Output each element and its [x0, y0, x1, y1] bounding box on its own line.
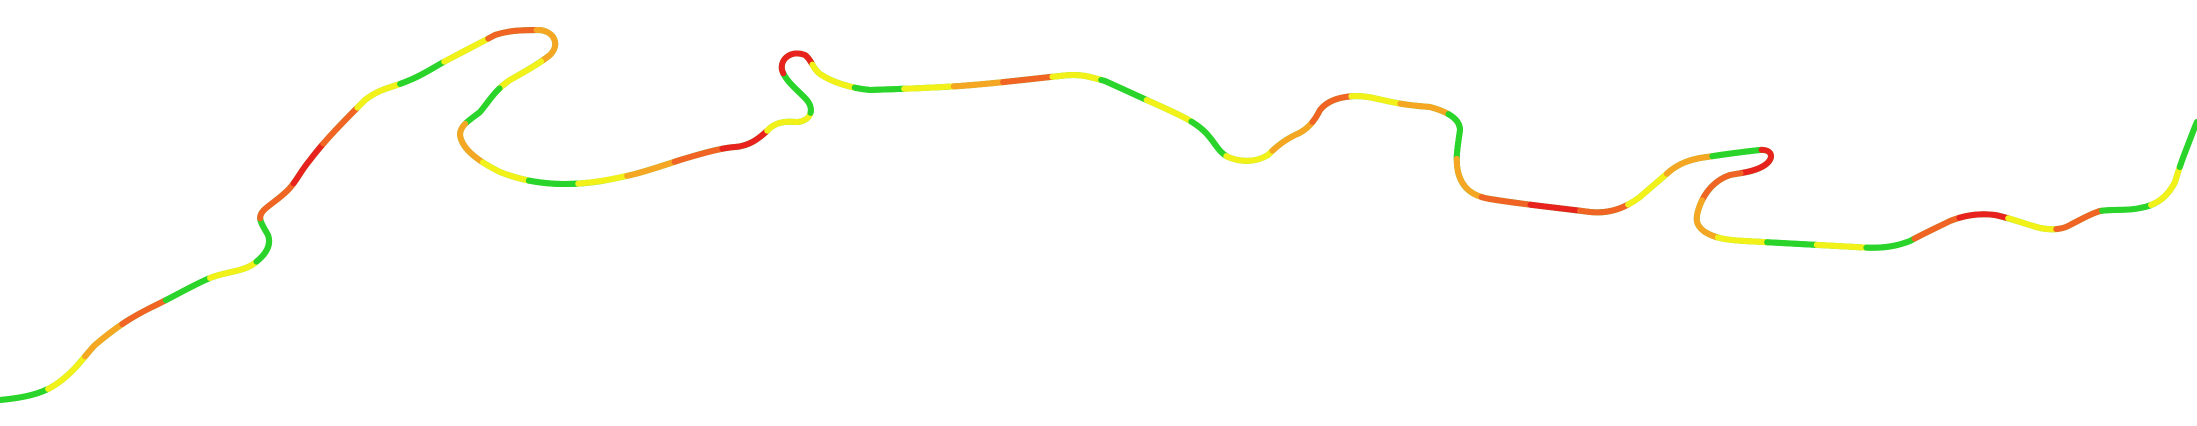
traffic-route[interactable]: [0, 27, 2197, 403]
route-segment-moderate: [0, 27, 2197, 403]
route-segment-free-flow: [0, 27, 2197, 403]
route-segment-moderate: [0, 27, 2197, 403]
